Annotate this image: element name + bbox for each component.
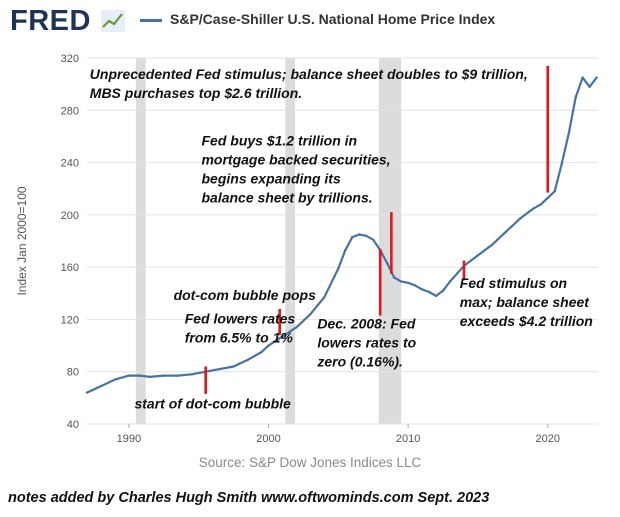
data-point — [260, 350, 263, 354]
legend-series-label: S&P/Case-Shiller U.S. National Home Pric… — [170, 11, 496, 27]
y-tick-label-200: 200 — [61, 210, 79, 222]
annotation-line: start of dot-com bubble — [134, 395, 291, 411]
data-point — [539, 203, 542, 206]
x-tick-label-1990: 1990 — [117, 433, 141, 445]
data-point — [553, 190, 556, 193]
annotation-2: dot-com bubble pops — [174, 287, 317, 303]
series-line-0 — [86, 76, 598, 394]
data-point — [546, 196, 549, 200]
data-point — [148, 375, 152, 379]
annotation-1: Fed buys $1.2 trillion in mortgage backed… — [201, 133, 390, 206]
data-point — [176, 374, 179, 377]
recession-band-0 — [135, 58, 146, 424]
data-point — [448, 280, 452, 283]
data-point — [138, 374, 142, 377]
data-point — [85, 391, 89, 394]
annotation-line: balance sheet by trillions. — [201, 190, 372, 206]
data-point — [581, 76, 584, 79]
annotation-line: MBS purchases top $2.6 trillion. — [90, 85, 302, 101]
annotation-line: mortgage backed securities, — [201, 152, 390, 168]
chart-panel: FRED S&P/Case-Shiller U.S. National Home… — [10, 5, 598, 470]
annotation-4: Dec. 2008: Fed lowers rates to zero (0.16%… — [316, 316, 416, 370]
data-point — [99, 384, 103, 388]
y-tick-label-120: 120 — [61, 314, 79, 326]
annotation-line: lowers rates to — [317, 335, 416, 351]
annotation-6: start of dot-com bubble — [134, 395, 291, 411]
fred-logo[interactable]: FRED — [10, 5, 91, 37]
data-point — [162, 374, 165, 377]
legend-swatch — [140, 19, 162, 22]
data-point — [113, 378, 117, 381]
annotation-line: max; balance sheet — [460, 294, 591, 310]
data-point — [455, 272, 459, 275]
data-point — [427, 290, 431, 294]
data-point — [309, 313, 312, 316]
data-point — [560, 162, 563, 166]
recession-band-1 — [285, 58, 296, 424]
data-point — [476, 254, 480, 257]
data-point — [518, 217, 522, 220]
data-point — [504, 230, 508, 234]
data-point — [190, 373, 193, 376]
data-point — [246, 358, 249, 362]
annotation-3: Fed lowers rates from 6.5% to 1% — [185, 310, 296, 345]
data-point — [532, 207, 535, 210]
x-tick-label-2010: 2010 — [396, 433, 420, 445]
annotation-line: zero (0.16%). — [316, 354, 403, 370]
y-tick-label-280: 280 — [61, 105, 79, 117]
data-point — [281, 335, 284, 338]
annotation-line: Fed buys $1.2 trillion in — [201, 133, 357, 149]
y-axis-label: Index Jan 2000=100 — [15, 186, 29, 295]
data-point — [490, 243, 494, 247]
annotation-line: Fed stimulus on — [460, 275, 567, 291]
chart-plot: 40 80 120 160 200 240 280 320 1990 2000 2010 2020 In… — [15, 53, 598, 445]
y-tick-label-40: 40 — [67, 419, 79, 431]
data-point — [595, 76, 598, 79]
data-point — [295, 326, 298, 329]
data-point — [574, 96, 577, 99]
data-point — [434, 294, 438, 298]
data-point — [399, 280, 403, 283]
data-point — [344, 248, 347, 252]
footer-note: notes added by Charles Hugh Smith www.of… — [8, 490, 490, 506]
recession-band-2 — [378, 58, 402, 424]
data-point — [351, 235, 354, 239]
y-tick-label-160: 160 — [61, 262, 79, 274]
annotation-line: dot-com bubble pops — [174, 287, 317, 303]
y-tick-label-320: 320 — [61, 53, 79, 65]
data-point — [358, 233, 361, 236]
data-point — [337, 267, 340, 270]
annotation-line: from 6.5% to 1% — [185, 329, 294, 345]
annotation-line: begins expanding its — [201, 171, 340, 187]
data-point — [385, 262, 389, 265]
data-point — [441, 289, 445, 292]
data-point — [372, 238, 375, 241]
data-point — [127, 374, 131, 377]
data-point — [406, 281, 410, 285]
annotation-line: Fed lowers rates — [185, 310, 296, 326]
y-tick-label-240: 240 — [61, 158, 79, 170]
annotation-5: Fed stimulus on max; balance sheet exceeds… — [460, 275, 593, 329]
x-tick-label-2000: 2000 — [256, 433, 280, 445]
y-tick-label-80: 80 — [67, 367, 79, 379]
data-point — [232, 365, 235, 368]
data-point — [323, 296, 326, 299]
x-tick-label-2020: 2020 — [535, 433, 559, 445]
data-point — [413, 284, 417, 287]
annotation-0: Unprecedented Fed stimulus; balance shee… — [90, 66, 528, 101]
source-caption: Source: S&P Dow Jones Indices LLC — [198, 455, 422, 470]
data-point — [420, 288, 424, 291]
data-point — [365, 234, 368, 237]
annotation-line: Unprecedented Fed stimulus; balance shee… — [90, 66, 528, 82]
chart-trend-icon — [101, 10, 125, 32]
data-point — [267, 344, 270, 347]
annotation-line: Dec. 2008: Fed — [317, 316, 415, 332]
data-point — [392, 276, 396, 279]
data-point — [588, 85, 591, 88]
data-point — [567, 132, 570, 136]
annotation-line: exceeds $4.2 trillion — [460, 313, 593, 329]
data-point — [218, 367, 221, 371]
